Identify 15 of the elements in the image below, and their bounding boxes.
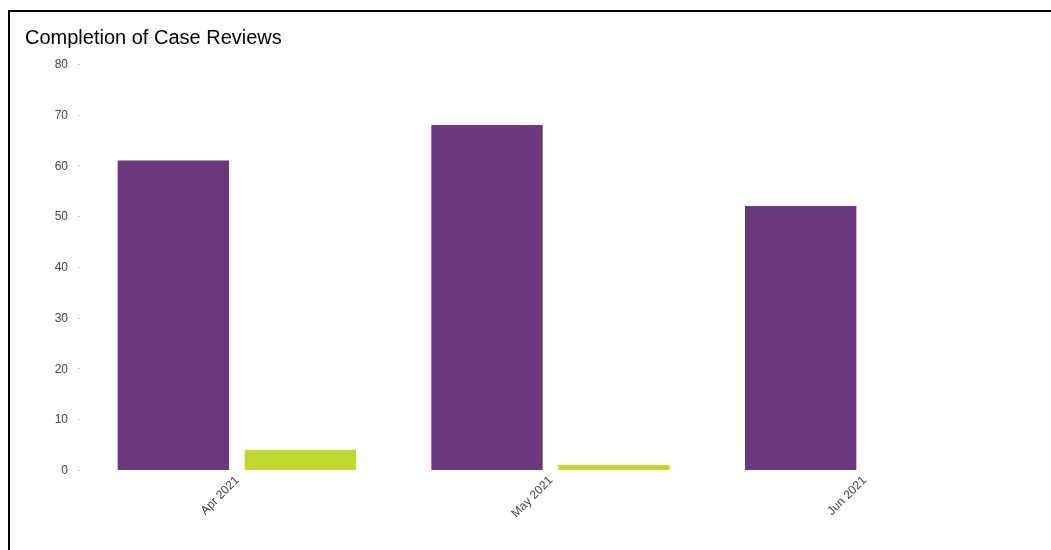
- y-tick-label: 40: [54, 260, 69, 274]
- bar: [117, 160, 230, 470]
- y-tick-label: 0: [61, 463, 69, 477]
- y-tick-label: 20: [54, 361, 69, 376]
- y-tick-label: 30: [54, 310, 69, 325]
- y-tick-label: 80: [54, 57, 69, 71]
- bar: [244, 449, 357, 470]
- chart-title: Completion of Case Reviews: [25, 26, 282, 48]
- bar: [744, 206, 857, 470]
- y-tick-label: 10: [54, 412, 69, 427]
- y-tick-label: 60: [54, 158, 69, 173]
- bar: [431, 124, 543, 470]
- y-tick-label: 50: [54, 209, 69, 224]
- bar: [558, 464, 670, 470]
- y-tick-label: 70: [54, 107, 69, 122]
